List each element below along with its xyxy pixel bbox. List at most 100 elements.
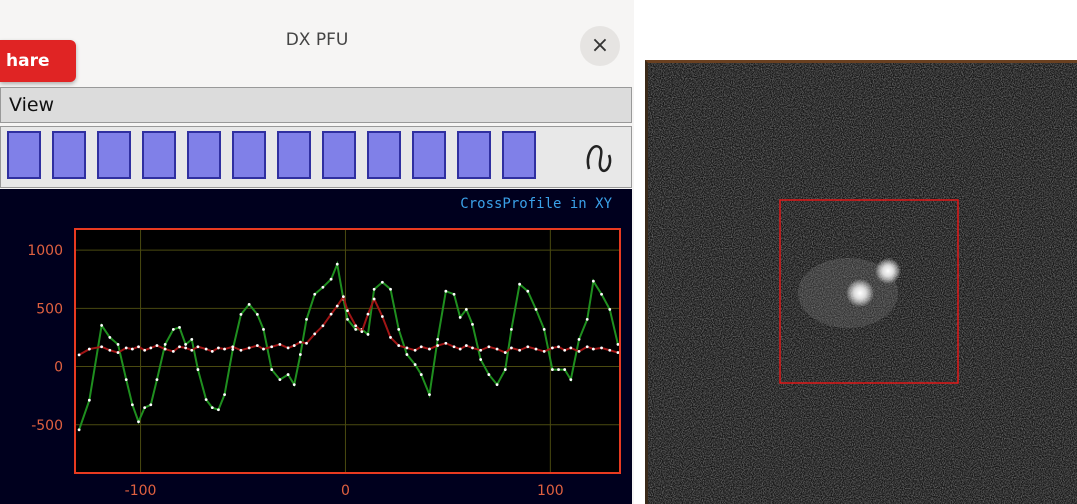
data-point bbox=[87, 398, 91, 402]
tool-button[interactable] bbox=[187, 131, 221, 179]
data-point bbox=[270, 345, 274, 349]
data-point bbox=[77, 353, 81, 357]
data-point bbox=[479, 348, 483, 352]
toolbar bbox=[0, 126, 632, 188]
data-point bbox=[184, 346, 188, 350]
data-point bbox=[380, 280, 384, 284]
data-point bbox=[204, 398, 208, 402]
data-point bbox=[137, 345, 140, 349]
data-point bbox=[563, 368, 567, 371]
chart: CrossProfile in XY -500 0 500 1000 -100 0 100 bbox=[27, 196, 621, 499]
share-button[interactable]: hare bbox=[0, 40, 76, 82]
data-point bbox=[616, 343, 620, 346]
tool-button[interactable] bbox=[52, 131, 86, 179]
data-point bbox=[171, 327, 175, 331]
close-button[interactable]: × bbox=[580, 26, 620, 66]
data-point bbox=[171, 350, 175, 353]
y-tick-label: 500 bbox=[36, 301, 63, 317]
tool-button[interactable] bbox=[457, 131, 491, 179]
selection-box[interactable] bbox=[779, 199, 959, 384]
data-point bbox=[413, 348, 417, 352]
data-point bbox=[255, 344, 259, 347]
tool-button[interactable] bbox=[502, 131, 536, 179]
data-point bbox=[143, 406, 147, 410]
tool-button[interactable] bbox=[232, 131, 266, 179]
data-point bbox=[428, 347, 431, 351]
data-point bbox=[313, 332, 317, 336]
data-point bbox=[239, 312, 243, 316]
chart-title: CrossProfile in XY bbox=[460, 196, 612, 212]
data-point bbox=[487, 345, 491, 349]
data-point bbox=[366, 312, 370, 316]
data-point bbox=[247, 302, 251, 306]
tool-button[interactable] bbox=[7, 131, 41, 179]
data-point bbox=[143, 348, 147, 352]
data-point bbox=[163, 347, 167, 351]
y-tick-label: 1000 bbox=[27, 243, 63, 259]
x-tick-label: 0 bbox=[341, 483, 350, 499]
data-point bbox=[217, 408, 220, 412]
data-point bbox=[108, 348, 112, 352]
data-point bbox=[569, 346, 573, 350]
data-point bbox=[557, 368, 560, 371]
data-point bbox=[452, 345, 456, 349]
tool-button[interactable] bbox=[97, 131, 131, 179]
data-point bbox=[550, 346, 554, 350]
menu-bar[interactable]: View bbox=[0, 87, 632, 123]
data-point bbox=[196, 345, 200, 349]
data-point bbox=[510, 327, 513, 331]
data-point bbox=[563, 348, 567, 352]
data-point bbox=[149, 346, 153, 350]
tool-button[interactable] bbox=[142, 131, 176, 179]
data-point bbox=[444, 289, 448, 293]
data-point bbox=[217, 346, 220, 350]
data-point bbox=[163, 343, 167, 346]
data-point bbox=[585, 317, 589, 321]
data-point bbox=[405, 346, 409, 350]
menu-item[interactable]: View bbox=[9, 94, 55, 116]
data-point bbox=[569, 378, 573, 381]
data-point bbox=[542, 350, 546, 353]
data-point bbox=[487, 373, 491, 376]
data-point bbox=[335, 262, 339, 266]
data-point bbox=[372, 287, 376, 291]
data-point bbox=[444, 341, 448, 345]
tool-button[interactable] bbox=[412, 131, 446, 179]
data-point bbox=[149, 403, 153, 407]
data-point bbox=[405, 353, 409, 356]
window-title: DX PFU bbox=[285, 30, 349, 50]
y-tick-label: -500 bbox=[31, 418, 63, 434]
data-point bbox=[342, 295, 345, 299]
data-point bbox=[116, 343, 120, 346]
data-point bbox=[184, 343, 188, 346]
data-point bbox=[458, 315, 462, 319]
data-point bbox=[239, 348, 243, 352]
data-point bbox=[413, 363, 417, 366]
data-point bbox=[495, 347, 499, 351]
plot-area bbox=[75, 229, 620, 473]
data-point bbox=[471, 322, 474, 326]
tool-button[interactable] bbox=[277, 131, 311, 179]
data-point bbox=[436, 344, 440, 347]
data-point bbox=[419, 373, 423, 376]
data-point bbox=[155, 378, 159, 381]
tool-button[interactable] bbox=[322, 131, 356, 179]
data-point bbox=[510, 346, 513, 350]
data-point bbox=[495, 383, 499, 387]
data-point bbox=[436, 338, 440, 341]
data-point bbox=[389, 336, 392, 339]
tool-button[interactable] bbox=[367, 131, 401, 179]
data-point bbox=[550, 368, 554, 371]
data-point bbox=[503, 351, 507, 354]
data-point bbox=[600, 346, 603, 350]
data-point bbox=[452, 292, 456, 296]
data-point bbox=[557, 345, 560, 349]
data-point bbox=[591, 279, 595, 283]
data-point bbox=[464, 344, 468, 347]
data-point bbox=[178, 345, 181, 349]
tool-icon[interactable] bbox=[579, 135, 623, 179]
x-tick-label: 100 bbox=[537, 483, 564, 499]
data-point bbox=[608, 348, 612, 352]
data-point bbox=[471, 346, 474, 350]
